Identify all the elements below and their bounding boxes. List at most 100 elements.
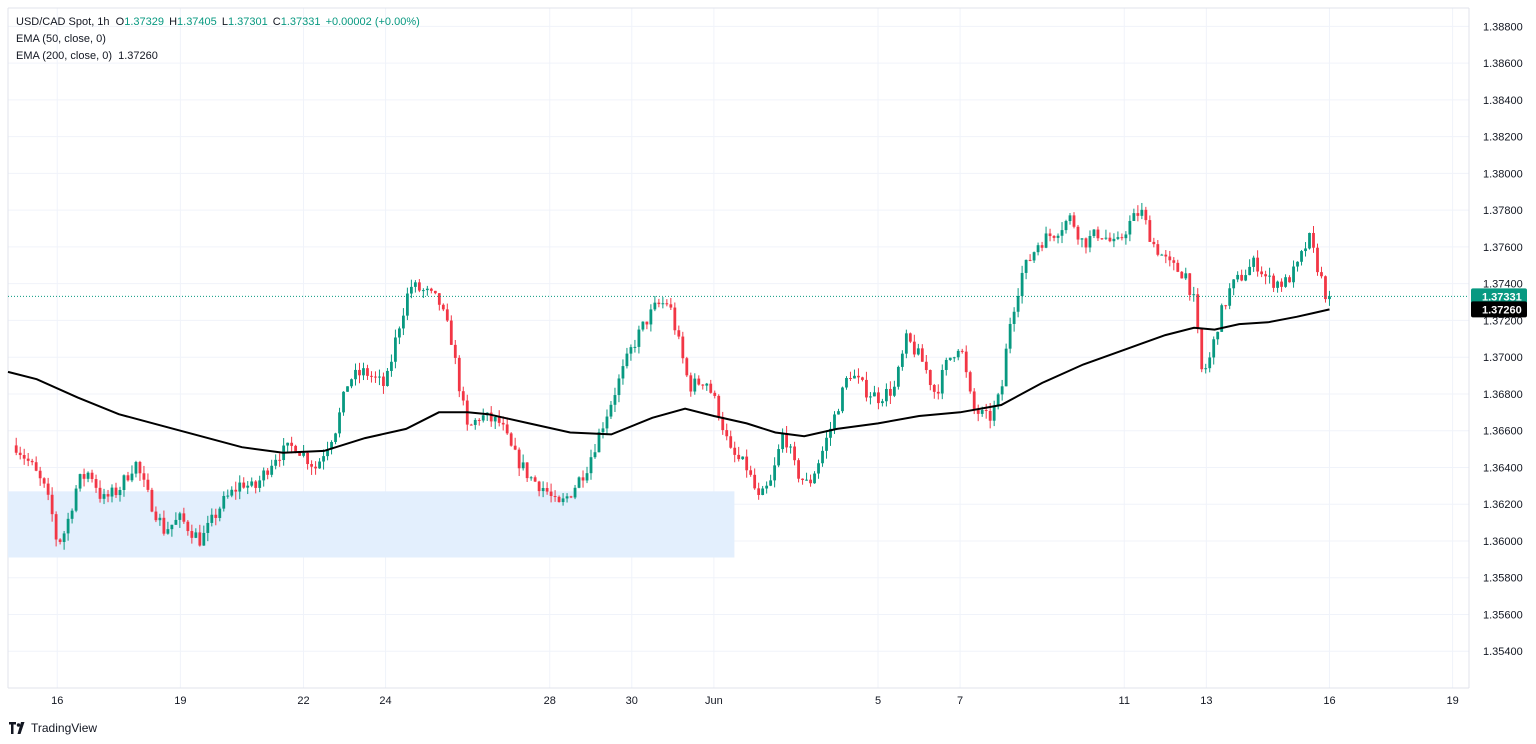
candle-body — [729, 436, 733, 448]
candle-body — [290, 442, 294, 446]
price-axis[interactable]: 1.38800 1.38600 1.38400 1.38200 1.38000 1.378… — [1471, 21, 1527, 658]
candle-body — [1288, 277, 1291, 283]
candle-body — [1160, 254, 1164, 256]
candle-body — [266, 470, 270, 475]
candle-body — [318, 461, 321, 469]
candle-body — [501, 422, 505, 425]
ema200-row[interactable]: EMA (200, close, 0) 1.37260 — [16, 48, 420, 65]
candle-body — [988, 410, 992, 421]
candle-body — [1180, 271, 1184, 279]
candles — [14, 202, 1331, 550]
candle-body — [549, 491, 553, 497]
candle-body — [853, 375, 856, 379]
candle-body — [1192, 294, 1196, 296]
support-zone-rect — [8, 491, 735, 558]
candle-body — [661, 303, 665, 305]
candle-body — [857, 375, 860, 378]
candle-body — [1052, 236, 1056, 238]
candle-body — [521, 462, 525, 469]
candle-body — [681, 336, 685, 359]
candle-body — [1172, 260, 1176, 263]
candle-body — [398, 328, 401, 338]
candle-body — [904, 333, 908, 354]
candle-body — [837, 411, 840, 415]
candle-body — [669, 304, 673, 308]
candle-body — [1168, 256, 1172, 261]
y-tick-label: 1.38400 — [1483, 95, 1523, 107]
tradingview-logo[interactable]: TradingView — [9, 721, 97, 735]
candle-body — [593, 452, 597, 458]
candle-body — [433, 290, 437, 294]
candle-body — [705, 383, 709, 386]
candle-body — [697, 378, 701, 385]
candle-body — [956, 350, 960, 358]
candle-body — [1112, 238, 1116, 242]
chart-legend: USD/CAD Spot, 1h O1.37329 H1.37405 L1.37… — [16, 14, 420, 65]
candle-body — [210, 514, 214, 523]
candle-body — [1068, 215, 1072, 222]
candle-body — [841, 387, 844, 412]
candle-body — [689, 375, 693, 392]
candle-body — [1196, 294, 1200, 329]
candle-body — [561, 498, 565, 503]
candle-body — [940, 369, 944, 394]
candle-body — [505, 424, 509, 434]
x-tick-label: 7 — [957, 695, 963, 707]
candle-body — [932, 385, 936, 392]
candle-body — [214, 514, 218, 518]
candle-body — [1244, 275, 1248, 281]
symbol-label[interactable]: USD/CAD Spot, 1h — [16, 16, 110, 28]
candle-body — [469, 424, 473, 426]
candle-body — [637, 329, 641, 347]
candle-body — [413, 282, 417, 287]
candle-body — [916, 348, 920, 355]
candle-body — [106, 494, 110, 497]
candle-body — [964, 351, 968, 373]
candle-body — [725, 430, 729, 437]
candle-body — [154, 511, 158, 521]
candle-body — [581, 477, 585, 481]
candle-body — [1208, 357, 1212, 369]
candle-body — [449, 320, 453, 345]
candle-body — [118, 490, 122, 496]
candle-body — [589, 457, 593, 474]
candle-body — [130, 473, 134, 481]
candle-body — [573, 487, 577, 498]
candle-body — [1076, 226, 1080, 240]
candle-body — [1048, 233, 1052, 237]
candle-body — [250, 481, 254, 486]
candle-body — [1084, 238, 1088, 248]
candle-body — [865, 379, 868, 398]
candle-body — [665, 303, 669, 305]
candle-body — [481, 415, 485, 421]
candle-body — [801, 478, 804, 481]
candle-body — [386, 370, 389, 386]
candle-body — [1296, 261, 1299, 267]
ema50-row[interactable]: EMA (50, close, 0) — [16, 31, 420, 48]
candle-body — [545, 488, 549, 492]
candle-body — [693, 378, 697, 392]
candle-body — [1148, 220, 1152, 242]
candle-body — [306, 452, 309, 465]
candle-body — [577, 477, 581, 488]
candle-body — [322, 456, 325, 462]
candle-body — [182, 513, 186, 522]
open-value: 1.37329 — [124, 16, 164, 28]
candle-body — [98, 487, 102, 499]
candle-body — [394, 337, 397, 362]
candle-body — [206, 522, 210, 533]
candle-body — [1156, 244, 1160, 255]
candle-body — [908, 333, 912, 342]
candle-body — [246, 485, 250, 488]
candle-body — [1280, 281, 1283, 287]
candle-body — [541, 488, 545, 492]
candle-body — [1184, 273, 1188, 279]
y-tick-label: 1.36200 — [1483, 499, 1523, 511]
candle-body — [597, 432, 601, 453]
candle-body — [425, 288, 429, 291]
candle-body — [1060, 230, 1064, 236]
candle-body — [813, 473, 816, 484]
candle-body — [1144, 209, 1148, 221]
time-axis[interactable]: 16 19 22 24 28 30 Jun 5 7 11 13 16 19 — [51, 695, 1459, 707]
